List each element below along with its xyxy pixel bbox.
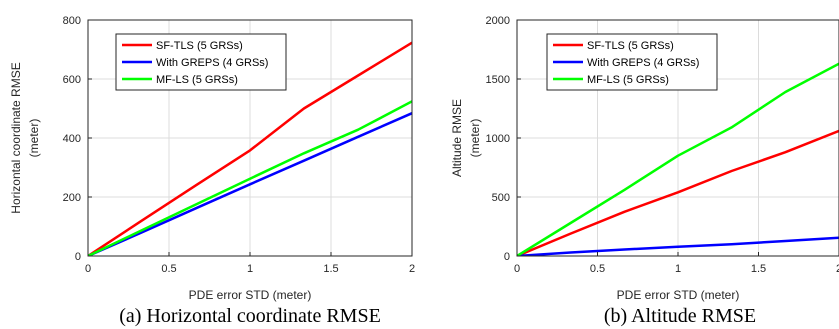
legend-label-1: With GREPS (4 GRSs) — [156, 57, 268, 69]
x-tick-label: 0 — [514, 263, 520, 275]
y-tick-label: 0 — [504, 251, 510, 263]
y-axis-label: Altitude RMSE — [450, 99, 464, 177]
y-tick-label: 2000 — [486, 15, 510, 27]
x-axis-label: PDE error STD (meter) — [189, 288, 312, 302]
y-axis-label: (meter) — [468, 119, 482, 158]
y-tick-label: 400 — [63, 133, 81, 145]
y-tick-label: 500 — [492, 192, 510, 204]
series-line-1 — [517, 236, 839, 256]
legend-label-1: With GREPS (4 GRSs) — [587, 57, 699, 69]
legend-label-0: SF-TLS (5 GRSs) — [156, 40, 243, 52]
series-line-2 — [88, 100, 412, 256]
series-line-1 — [88, 112, 412, 256]
panel-caption: (a) Horizontal coordinate RMSE — [119, 305, 381, 327]
panel-altitude-rmse: 0 0.5 1 1.5 2 0 500 1000 1500 2000 PDE error STD (… — [450, 15, 839, 327]
y-tick-label: 1000 — [486, 133, 510, 145]
panel-horizontal-rmse: 0 0.5 1 1.5 2 0 200 400 600 800 PDE error STD (met… — [9, 15, 415, 327]
y-tick-label: 1500 — [486, 74, 510, 86]
y-axis-label: (meter) — [27, 119, 41, 158]
y-tick-label: 600 — [63, 74, 81, 86]
x-axis-label: PDE error STD (meter) — [617, 288, 740, 302]
x-tick-label: 2 — [409, 263, 415, 275]
x-tick-label: 1.5 — [751, 263, 766, 275]
panel-caption: (b) Altitude RMSE — [604, 305, 756, 327]
x-tick-label: 0 — [85, 263, 91, 275]
x-tick-label: 0.5 — [590, 263, 605, 275]
x-tick-label: 0.5 — [161, 263, 176, 275]
y-axis-label: Horizontal coordinate RMSE — [9, 62, 23, 213]
legend-label-2: MF-LS (5 GRSs) — [587, 74, 669, 86]
legend: SF-TLS (5 GRSs) With GREPS (4 GRSs) MF-LS … — [115, 33, 287, 91]
x-tick-label: 1 — [247, 263, 253, 275]
series-line-2 — [517, 62, 839, 256]
y-tick-label: 200 — [63, 192, 81, 204]
legend-box — [115, 33, 287, 91]
legend-label-0: SF-TLS (5 GRSs) — [587, 40, 674, 52]
legend: SF-TLS (5 GRSs) With GREPS (4 GRSs) MF-LS … — [546, 33, 718, 91]
legend-label-2: MF-LS (5 GRSs) — [156, 74, 238, 86]
y-tick-label: 0 — [75, 251, 81, 263]
x-tick-label: 1 — [675, 263, 681, 275]
x-tick-label: 2 — [836, 263, 839, 275]
x-tick-label: 1.5 — [323, 263, 338, 275]
y-tick-label: 800 — [63, 15, 81, 27]
series-line-0 — [88, 41, 412, 256]
series-line-0 — [517, 129, 839, 256]
